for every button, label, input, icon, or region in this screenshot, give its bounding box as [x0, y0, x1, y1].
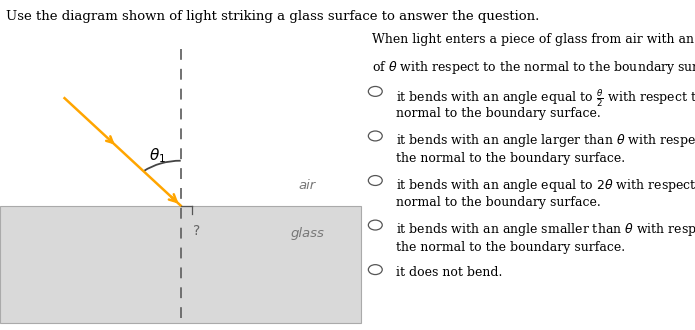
Text: ?: ?: [193, 224, 201, 238]
Text: it does not bend.: it does not bend.: [396, 266, 502, 279]
Text: air: air: [299, 180, 316, 192]
Text: it bends with an angle equal to $2\theta$ with respect to the: it bends with an angle equal to $2\theta…: [396, 177, 695, 194]
Text: normal to the boundary surface.: normal to the boundary surface.: [396, 196, 601, 209]
Text: the normal to the boundary surface.: the normal to the boundary surface.: [396, 152, 626, 165]
Text: it bends with an angle smaller than $\theta$ with respect to: it bends with an angle smaller than $\th…: [396, 221, 695, 238]
Text: $\theta_1$: $\theta_1$: [149, 146, 165, 165]
Text: glass: glass: [291, 227, 324, 240]
Bar: [0, 206, 361, 323]
Text: the normal to the boundary surface.: the normal to the boundary surface.: [396, 241, 626, 254]
Text: it bends with an angle equal to $\frac{\theta}{2}$ with respect to the: it bends with an angle equal to $\frac{\…: [396, 87, 695, 109]
Text: When light enters a piece of glass from air with an angle: When light enters a piece of glass from …: [372, 33, 695, 46]
Text: Use the diagram shown of light striking a glass surface to answer the question.: Use the diagram shown of light striking …: [6, 10, 539, 23]
Text: normal to the boundary surface.: normal to the boundary surface.: [396, 107, 601, 120]
Text: it bends with an angle larger than $\theta$ with respect to: it bends with an angle larger than $\the…: [396, 132, 695, 149]
Text: of $\theta$ with respect to the normal to the boundary surface,: of $\theta$ with respect to the normal t…: [372, 59, 695, 77]
